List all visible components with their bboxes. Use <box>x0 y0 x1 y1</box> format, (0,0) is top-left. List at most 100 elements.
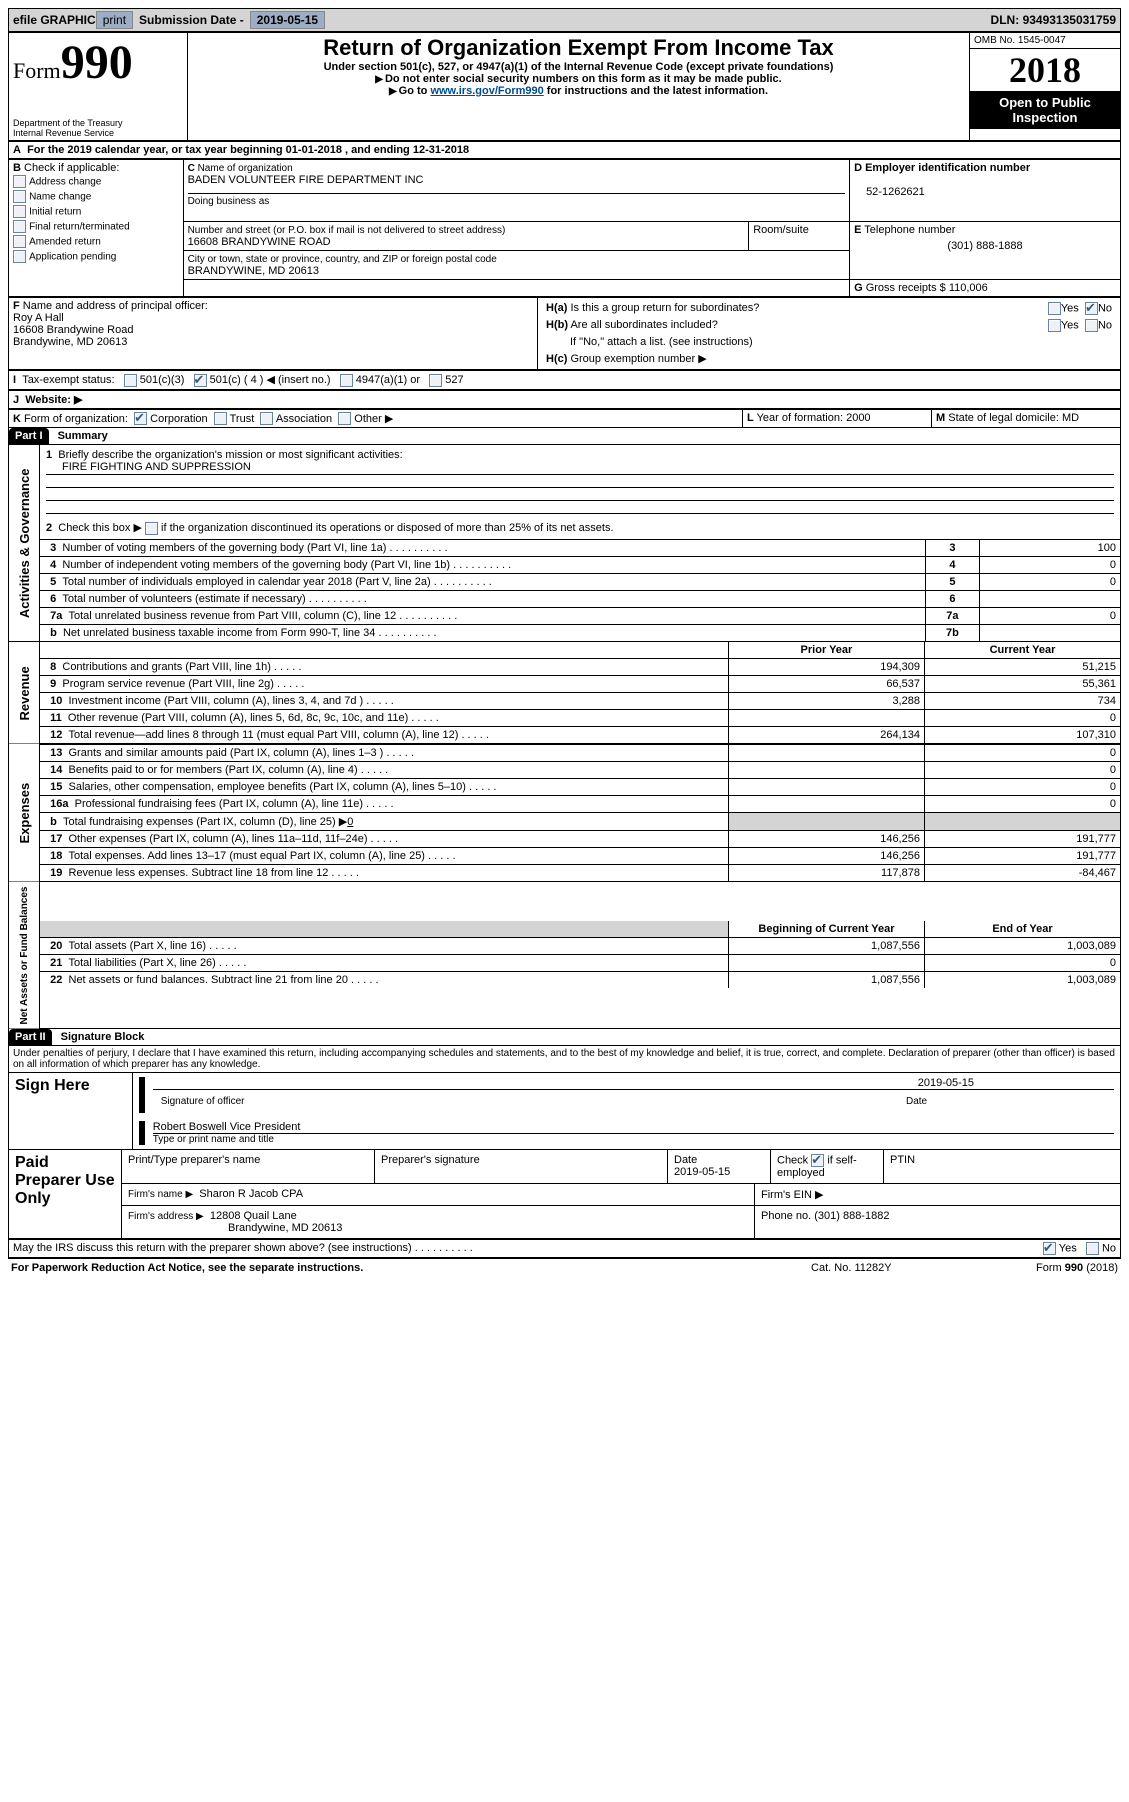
form-number: 990 <box>61 36 133 89</box>
firm-addr1: 12808 Quail Lane <box>210 1210 297 1222</box>
self-employed-checkbox[interactable] <box>811 1154 824 1167</box>
prior-val <box>728 778 924 795</box>
current-val: 51,215 <box>924 658 1120 675</box>
firm-name: Sharon R Jacob CPA <box>199 1188 303 1200</box>
i-label: Tax-exempt status: <box>22 374 114 386</box>
open-inspection: Open to Public Inspection <box>970 91 1120 129</box>
gov-line-val: 0 <box>979 556 1120 573</box>
form990-link[interactable]: www.irs.gov/Form990 <box>430 85 543 97</box>
current-val: 107,310 <box>924 726 1120 743</box>
gov-line-text: Total unrelated business revenue from Pa… <box>69 610 397 622</box>
officer-addr2: Brandywine, MD 20613 <box>13 336 127 348</box>
current-val: 734 <box>924 692 1120 709</box>
check-label: Check <box>777 1154 808 1166</box>
hb-yes-checkbox[interactable] <box>1048 319 1061 332</box>
other-checkbox[interactable] <box>338 412 351 425</box>
irs-label: Internal Revenue Service <box>13 128 183 138</box>
firm-addr-label: Firm's address ▶ <box>128 1211 204 1222</box>
current-val: 191,777 <box>924 847 1120 864</box>
tax-year: 2018 <box>970 49 1120 91</box>
prep-date-hdr: Date <box>674 1154 697 1166</box>
yes-label-2: Yes <box>1061 319 1079 331</box>
b-checkbox[interactable] <box>13 250 26 263</box>
discuss-no-checkbox[interactable] <box>1086 1242 1099 1255</box>
date-label: Date <box>900 1092 1112 1111</box>
prior-val <box>728 795 924 812</box>
k-label: Form of organization: <box>24 413 128 425</box>
l1-text: Briefly describe the organization's miss… <box>58 449 402 461</box>
dln-value: 93493135031759 <box>1023 13 1116 27</box>
part-ii-title: Signature Block <box>55 1031 145 1043</box>
f-h-block: F Name and address of principal officer:… <box>8 297 1121 370</box>
goto-post: for instructions and the latest informat… <box>544 85 768 97</box>
ifno-text: If "No," attach a list. (see instruction… <box>542 334 1116 350</box>
ein-value: 52-1262621 <box>854 186 925 198</box>
phone-value: (301) 888-1888 <box>854 236 1116 256</box>
line-k: K Form of organization: Corporation Trus… <box>8 409 1121 429</box>
b-checkbox[interactable] <box>13 235 26 248</box>
line-text: Contributions and grants (Part VIII, lin… <box>62 661 271 673</box>
b-item-label: Initial return <box>29 206 81 217</box>
line-text: Salaries, other compensation, employee b… <box>69 781 466 793</box>
form-990: Form990 <box>13 35 183 90</box>
efile-label: efile GRAPHIC <box>13 13 96 27</box>
l-label: Year of formation: <box>757 412 843 424</box>
opt-501c: 501(c) ( 4 ) ◀ (insert no.) <box>210 374 331 386</box>
current-val: 0 <box>924 709 1120 726</box>
b-item-label: Amended return <box>29 236 101 247</box>
discuss-no: No <box>1102 1242 1116 1254</box>
ha-yes-checkbox[interactable] <box>1048 302 1061 315</box>
firm-phone-label: Phone no. <box>761 1210 811 1222</box>
current-year-hdr: Current Year <box>924 642 1120 659</box>
line-text: Total liabilities (Part X, line 26) <box>69 957 216 969</box>
exp-b-val: 0 <box>347 816 353 828</box>
prep-name-hdr: Print/Type preparer's name <box>122 1150 375 1183</box>
prior-val: 194,309 <box>728 658 924 675</box>
org-name: BADEN VOLUNTEER FIRE DEPARTMENT INC <box>188 174 424 186</box>
prior-year-hdr: Prior Year <box>728 642 924 659</box>
name-title-label: Type or print name and title <box>153 1134 1114 1145</box>
line-a-text: For the 2019 calendar year, or tax year … <box>27 144 469 156</box>
b-checkbox[interactable] <box>13 205 26 218</box>
state-domicile: MD <box>1062 412 1079 424</box>
b-checkbox[interactable] <box>13 175 26 188</box>
gov-line-key: 4 <box>926 556 980 573</box>
gov-line-text: Net unrelated business taxable income fr… <box>63 627 375 639</box>
line-text: Total assets (Part X, line 16) <box>69 940 207 952</box>
submission-date: 2019-05-15 <box>250 11 325 29</box>
trust-checkbox[interactable] <box>214 412 227 425</box>
discuss-yes: Yes <box>1059 1242 1077 1254</box>
l2-checkbox[interactable] <box>145 522 158 535</box>
opt-assoc: Association <box>276 413 332 425</box>
line-j: J Website: ▶ <box>8 390 1121 409</box>
omb-number: OMB No. 1545-0047 <box>970 33 1120 49</box>
print-button[interactable]: print <box>96 11 133 29</box>
line-a: A For the 2019 calendar year, or tax yea… <box>8 141 1121 159</box>
hb-no-checkbox[interactable] <box>1085 319 1098 332</box>
b-checkbox[interactable] <box>13 220 26 233</box>
b-checkbox[interactable] <box>13 190 26 203</box>
expenses-block: Expenses 13 Grants and similar amounts p… <box>8 744 1121 882</box>
corp-checkbox[interactable] <box>134 412 147 425</box>
current-val: 191,777 <box>924 830 1120 847</box>
discuss-yes-checkbox[interactable] <box>1043 1242 1056 1255</box>
street-label: Number and street (or P.O. box if mail i… <box>188 225 506 236</box>
no-label: No <box>1098 302 1112 314</box>
501c3-checkbox[interactable] <box>124 374 137 387</box>
assoc-checkbox[interactable] <box>260 412 273 425</box>
officer-addr1: 16608 Brandywine Road <box>13 324 133 336</box>
vlabel-expenses: Expenses <box>9 744 40 882</box>
prior-val <box>728 955 924 972</box>
hc-text: Group exemption number ▶ <box>570 353 706 365</box>
c-name-label: Name of organization <box>198 163 293 174</box>
gov-line-key: 7b <box>926 624 980 641</box>
perjury-text: Under penalties of perjury, I declare th… <box>8 1046 1121 1073</box>
prior-val: 3,288 <box>728 692 924 709</box>
ha-no-checkbox[interactable] <box>1085 302 1098 315</box>
gov-line-text: Number of independent voting members of … <box>62 559 450 571</box>
4947-checkbox[interactable] <box>340 374 353 387</box>
527-checkbox[interactable] <box>429 374 442 387</box>
501c-checkbox[interactable] <box>194 374 207 387</box>
line-i: I Tax-exempt status: 501(c)(3) 501(c) ( … <box>8 370 1121 390</box>
gov-line-val <box>979 624 1120 641</box>
